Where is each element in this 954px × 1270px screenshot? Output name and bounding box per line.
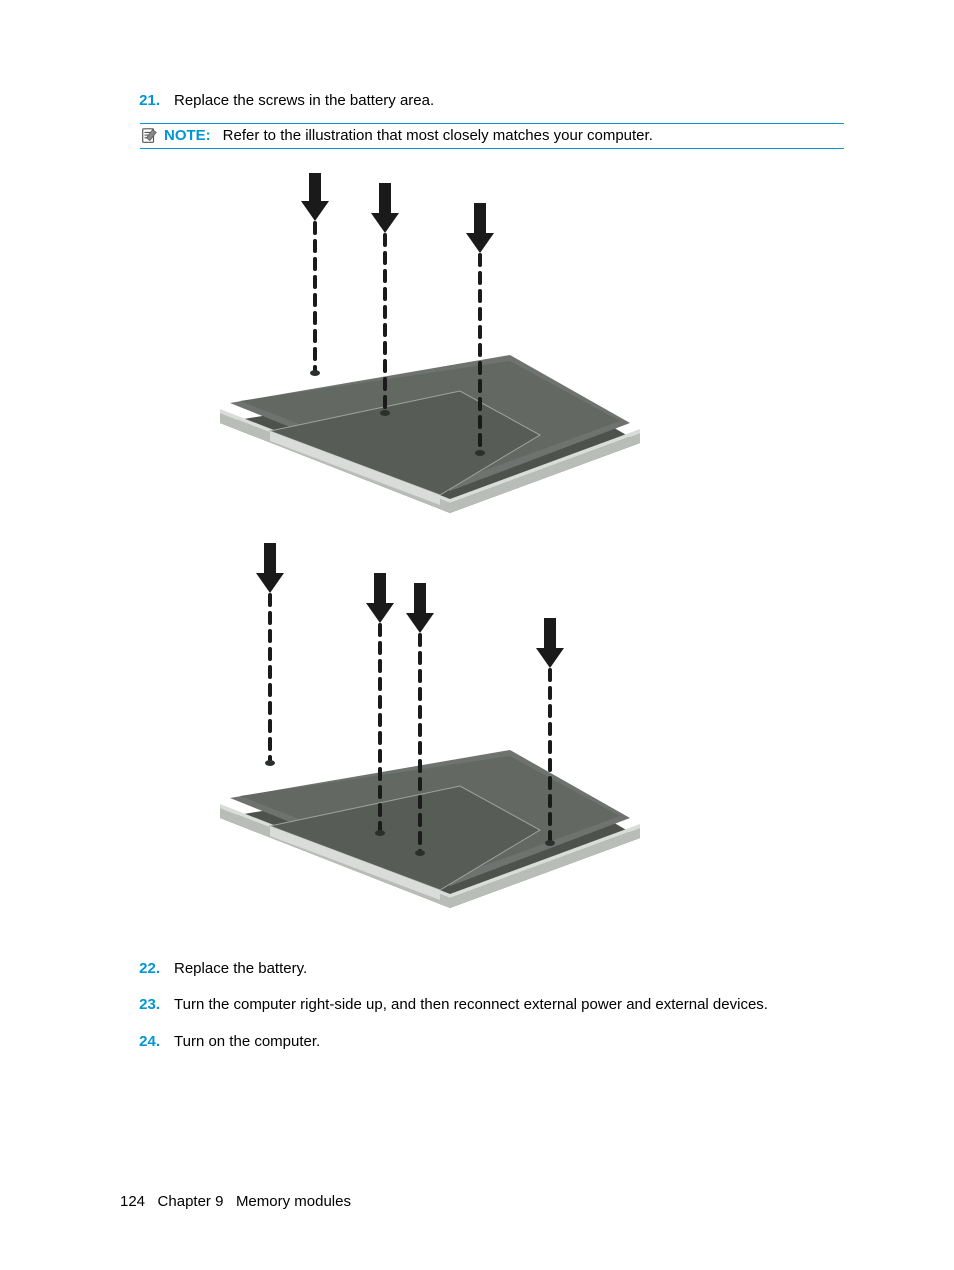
illustration-block <box>200 163 844 928</box>
chapter-label: Chapter 9 <box>158 1193 224 1210</box>
page-number: 124 <box>120 1193 145 1210</box>
step-text: Replace the screws in the battery area. <box>174 90 844 113</box>
step-22: 22. Replace the battery. <box>120 958 844 981</box>
illustration-1 <box>200 163 660 533</box>
illustration-2 <box>200 533 660 928</box>
step-21: 21. Replace the screws in the battery ar… <box>120 90 844 113</box>
chapter-title: Memory modules <box>236 1193 351 1210</box>
step-number: 24. <box>120 1031 174 1054</box>
steps-bottom: 22. Replace the battery. 23. Turn the co… <box>120 958 844 1054</box>
note-icon <box>140 127 158 145</box>
step-text: Turn on the computer. <box>174 1031 844 1054</box>
note-text: Refer to the illustration that most clos… <box>223 127 653 144</box>
step-23: 23. Turn the computer right-side up, and… <box>120 994 844 1017</box>
step-text: Turn the computer right-side up, and the… <box>174 994 844 1017</box>
page: 21. Replace the screws in the battery ar… <box>0 0 954 1270</box>
page-footer: 124 Chapter 9 Memory modules <box>120 1193 351 1210</box>
step-number: 23. <box>120 994 174 1017</box>
step-number: 22. <box>120 958 174 981</box>
step-text: Replace the battery. <box>174 958 844 981</box>
note-label: NOTE: <box>164 127 211 144</box>
note-box: NOTE: Refer to the illustration that mos… <box>140 123 844 149</box>
step-24: 24. Turn on the computer. <box>120 1031 844 1054</box>
step-number: 21. <box>120 90 174 113</box>
